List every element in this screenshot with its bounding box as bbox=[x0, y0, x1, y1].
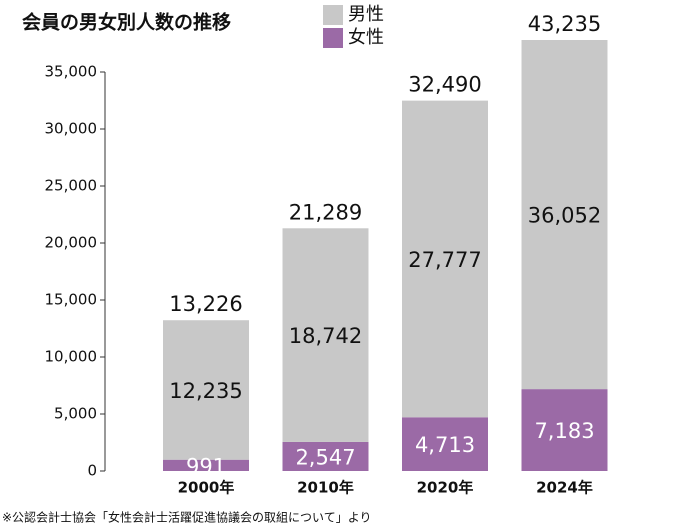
y-tick-label: 25,000 bbox=[45, 177, 98, 195]
y-tick-label: 20,000 bbox=[45, 234, 98, 252]
chart-title: 会員の男女別人数の推移 bbox=[22, 11, 231, 34]
y-tick-label: 0 bbox=[87, 462, 97, 480]
bar-segment bbox=[521, 40, 608, 390]
total-label: 32,490 bbox=[408, 73, 481, 97]
value-label: 7,183 bbox=[534, 419, 594, 443]
x-tick-label: 2010年 bbox=[297, 479, 354, 497]
y-tick-label: 5,000 bbox=[54, 405, 97, 423]
bar-segment bbox=[402, 100, 488, 418]
bar-segment bbox=[521, 389, 608, 471]
y-tick-label: 35,000 bbox=[45, 63, 98, 81]
legend-swatch bbox=[323, 5, 343, 25]
y-tick-label: 10,000 bbox=[45, 348, 98, 366]
legend-label: 男性 bbox=[348, 4, 384, 25]
total-label: 43,235 bbox=[528, 12, 601, 36]
plot bbox=[163, 40, 608, 471]
value-label: 991 bbox=[186, 454, 226, 478]
x-tick-label: 2020年 bbox=[417, 479, 474, 497]
x-tick-label: 2000年 bbox=[178, 479, 235, 497]
value-label: 12,235 bbox=[169, 379, 242, 403]
legend-label: 女性 bbox=[348, 27, 384, 48]
bar-segment bbox=[282, 441, 369, 471]
value-label: 27,777 bbox=[408, 248, 481, 272]
bar-segment bbox=[163, 320, 249, 460]
legend-swatch bbox=[323, 28, 343, 48]
bar-segment bbox=[163, 459, 249, 471]
total-label: 13,226 bbox=[169, 292, 242, 316]
value-label: 4,713 bbox=[415, 433, 475, 457]
x-tick-label: 2024年 bbox=[536, 479, 593, 497]
bar-segment bbox=[402, 417, 488, 471]
value-label: 18,742 bbox=[289, 324, 362, 348]
value-label: 36,052 bbox=[528, 204, 601, 228]
total-label: 21,289 bbox=[289, 200, 362, 224]
value-label: 2,547 bbox=[295, 445, 355, 469]
y-tick-label: 30,000 bbox=[45, 120, 98, 138]
bar-segment bbox=[282, 228, 369, 442]
y-tick-label: 15,000 bbox=[45, 291, 98, 309]
footnote: ※公認会計士協会「女性会計士活躍促進協議会の取組について」より bbox=[2, 510, 371, 525]
